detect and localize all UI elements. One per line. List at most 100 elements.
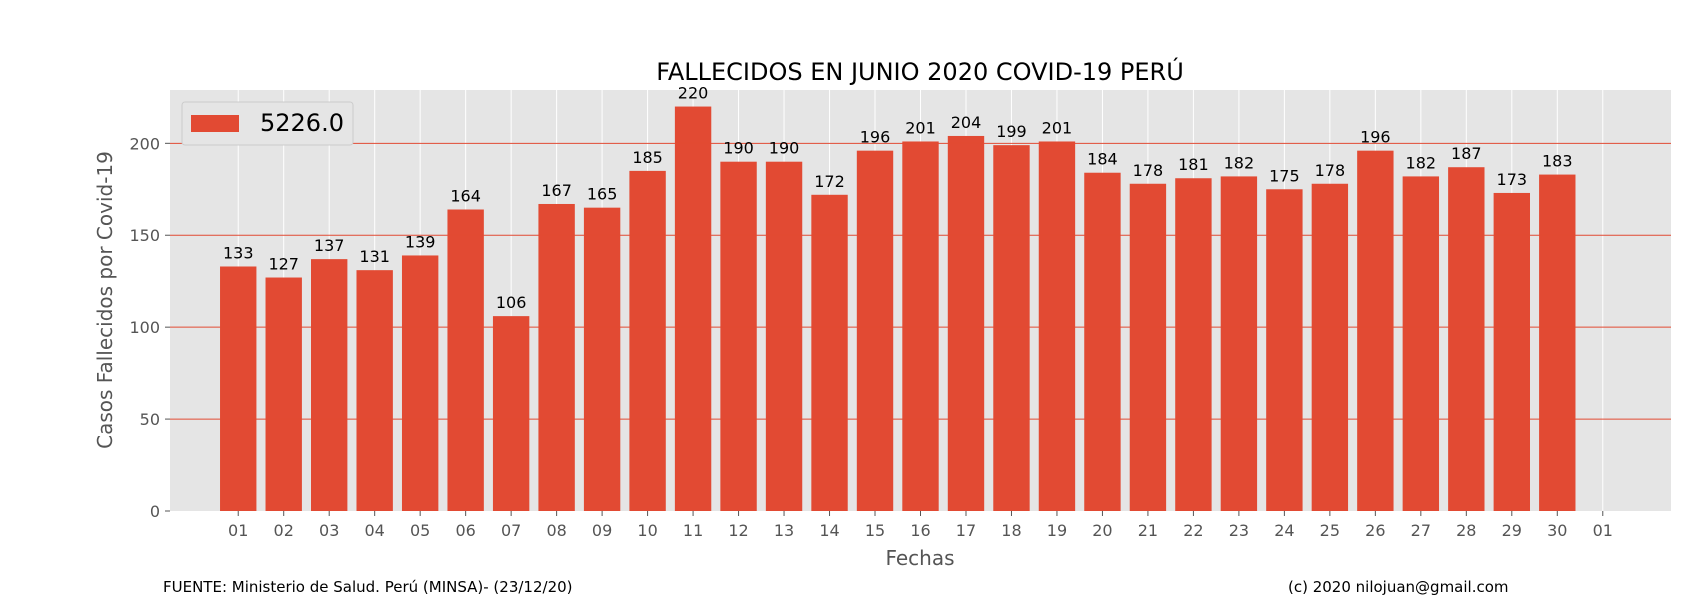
x-tick-label: 02	[274, 521, 294, 540]
bar-20	[1084, 172, 1121, 512]
y-axis-label: Casos Fallecidos por Covid-19	[93, 151, 117, 449]
data-label: 204	[951, 113, 982, 132]
bar-10	[629, 170, 666, 512]
data-label: 196	[1360, 128, 1391, 147]
x-tick-label: 17	[956, 521, 976, 540]
bar-18	[993, 145, 1030, 511]
y-tick-label: 100	[129, 318, 160, 337]
data-label: 182	[1224, 153, 1255, 172]
x-tick-label: 25	[1320, 521, 1340, 540]
data-label: 190	[723, 139, 754, 158]
legend-swatch	[191, 115, 239, 132]
x-tick-label: 20	[1092, 521, 1112, 540]
bar-14	[811, 194, 848, 511]
y-tick-label: 150	[129, 226, 160, 245]
legend: 5226.0	[181, 101, 354, 146]
bar-25	[1311, 183, 1349, 511]
x-axis-ticks: 01 02 03 04 05 06 07 08 09 10 11 12 13 14 15 16 17 18 19 20…	[228, 511, 1613, 540]
bar-15	[856, 150, 894, 511]
data-label: 131	[359, 247, 390, 266]
data-label: 201	[905, 118, 936, 137]
data-label: 184	[1087, 150, 1118, 169]
bar-01	[220, 266, 257, 511]
bars	[220, 106, 1576, 512]
bar-07	[492, 316, 530, 511]
bar-19	[1038, 141, 1076, 511]
x-tick-label: 24	[1274, 521, 1294, 540]
bar-26	[1357, 150, 1394, 511]
y-tick-label: 50	[140, 410, 160, 429]
credit-note: (c) 2020 nilojuan@gmail.com	[1288, 578, 1509, 596]
legend-box	[181, 101, 354, 146]
data-label: 199	[996, 122, 1027, 141]
data-label: 201	[1042, 118, 1073, 137]
x-axis-label: Fechas	[885, 546, 954, 570]
bar-22	[1175, 178, 1212, 511]
bar-06	[447, 209, 484, 512]
bar-29	[1493, 192, 1530, 511]
data-label: 167	[541, 181, 572, 200]
x-tick-label: 01	[1593, 521, 1613, 540]
x-tick-label: 30	[1547, 521, 1567, 540]
x-tick-label: 14	[819, 521, 839, 540]
bar-28	[1448, 167, 1485, 511]
bar-02	[265, 277, 302, 511]
x-tick-label: 06	[455, 521, 475, 540]
data-label: 196	[860, 128, 891, 147]
bar-04	[356, 270, 393, 511]
data-label: 139	[405, 232, 436, 251]
x-tick-label: 27	[1411, 521, 1431, 540]
data-label: 181	[1178, 155, 1209, 174]
data-label: 185	[632, 148, 663, 167]
y-tick-label: 0	[150, 502, 160, 521]
x-tick-label: 21	[1138, 521, 1158, 540]
data-label: 127	[268, 255, 299, 274]
data-labels: 133 127 137 131 139 164 106 167 165 185 220 190 190 1…	[223, 84, 1573, 313]
x-tick-label: 05	[410, 521, 430, 540]
x-tick-label: 18	[1001, 521, 1021, 540]
bar-27	[1402, 176, 1440, 511]
source-note: FUENTE: Ministerio de Salud. Perú (MINSA…	[163, 578, 573, 596]
bar-05	[401, 255, 439, 511]
x-tick-label: 04	[365, 521, 385, 540]
data-label: 106	[496, 293, 527, 312]
bar-08	[538, 203, 575, 511]
data-label: 183	[1542, 152, 1573, 171]
chart-title: FALLECIDOS EN JUNIO 2020 COVID-19 PERÚ	[656, 56, 1184, 86]
y-axis-ticks: 0 50 100 150 200	[129, 134, 170, 521]
bar-11	[674, 106, 712, 512]
x-tick-label: 15	[865, 521, 885, 540]
bar-03	[311, 259, 348, 511]
x-tick-label: 09	[592, 521, 612, 540]
data-label: 178	[1315, 161, 1346, 180]
data-label: 165	[587, 185, 618, 204]
bar-24	[1266, 189, 1303, 511]
x-tick-label: 03	[319, 521, 339, 540]
x-tick-label: 12	[728, 521, 748, 540]
bar-13	[765, 161, 803, 512]
x-tick-label: 29	[1502, 521, 1522, 540]
data-label: 133	[223, 243, 254, 262]
data-label: 164	[450, 186, 481, 205]
x-tick-label: 19	[1047, 521, 1067, 540]
x-tick-label: 28	[1456, 521, 1476, 540]
data-label: 190	[769, 139, 800, 158]
bar-21	[1129, 183, 1167, 511]
bar-09	[583, 207, 621, 511]
data-label: 220	[678, 84, 709, 103]
x-tick-label: 26	[1365, 521, 1385, 540]
y-tick-label: 200	[129, 134, 160, 153]
data-label: 172	[814, 172, 845, 191]
x-tick-label: 11	[683, 521, 703, 540]
x-tick-label: 16	[910, 521, 930, 540]
bar-16	[902, 141, 939, 511]
x-tick-label: 07	[501, 521, 521, 540]
data-label: 187	[1451, 144, 1482, 163]
x-tick-label: 01	[228, 521, 248, 540]
x-tick-label: 23	[1229, 521, 1249, 540]
data-label: 178	[1133, 161, 1164, 180]
data-label: 137	[314, 236, 345, 255]
bar-30	[1539, 174, 1576, 511]
x-tick-label: 08	[546, 521, 566, 540]
